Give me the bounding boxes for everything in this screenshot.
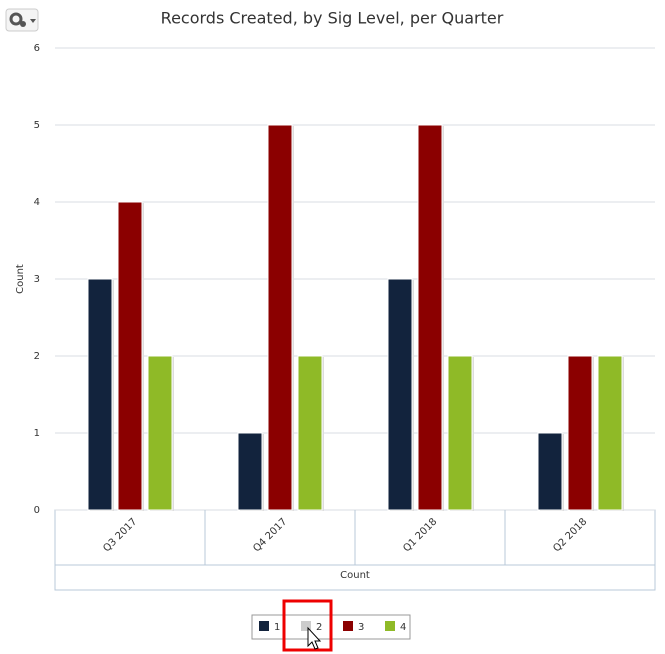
legend-label[interactable]: 4	[400, 622, 406, 633]
bar	[567, 355, 593, 511]
settings-button[interactable]	[5, 8, 39, 32]
bar	[447, 355, 473, 511]
highlight-box	[282, 599, 333, 652]
bar	[267, 124, 293, 511]
x-axis-title: Count	[340, 570, 370, 581]
y-tick-label: 5	[34, 120, 40, 131]
legend-label[interactable]: 2	[316, 622, 322, 633]
bar	[117, 201, 143, 511]
y-tick-label: 2	[34, 351, 40, 362]
x-tick-label: Q4 2017	[251, 516, 289, 554]
x-tick-label: Q3 2017	[101, 516, 139, 554]
x-tick-label: Q2 2018	[551, 516, 589, 554]
legend-swatch[interactable]	[385, 621, 395, 631]
legend-label[interactable]: 3	[358, 622, 364, 633]
bar	[537, 432, 563, 511]
y-tick-label: 1	[34, 428, 40, 439]
legend-swatch[interactable]	[343, 621, 353, 631]
legend-swatch[interactable]	[259, 621, 269, 631]
legend-swatch[interactable]	[301, 621, 311, 631]
bar	[237, 432, 263, 511]
y-axis-title: Count	[15, 264, 26, 294]
y-tick-label: 0	[34, 505, 40, 516]
bar	[417, 124, 443, 511]
x-tick-label: Q1 2018	[401, 516, 439, 554]
y-tick-label: 3	[34, 274, 40, 285]
bar	[297, 355, 323, 511]
bar	[147, 355, 173, 511]
bar	[387, 278, 413, 511]
bar	[87, 278, 113, 511]
cursor	[307, 626, 322, 650]
legend-label[interactable]: 1	[274, 622, 280, 633]
bar	[597, 355, 623, 511]
y-tick-label: 4	[34, 197, 40, 208]
chart-title: Records Created, by Sig Level, per Quart…	[161, 9, 504, 28]
y-tick-label: 6	[34, 43, 40, 54]
